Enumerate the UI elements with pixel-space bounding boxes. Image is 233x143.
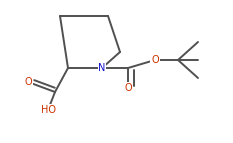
Text: O: O bbox=[124, 83, 132, 93]
Text: N: N bbox=[98, 63, 106, 73]
Text: O: O bbox=[151, 55, 159, 65]
Text: O: O bbox=[24, 77, 32, 87]
Text: HO: HO bbox=[41, 105, 55, 115]
